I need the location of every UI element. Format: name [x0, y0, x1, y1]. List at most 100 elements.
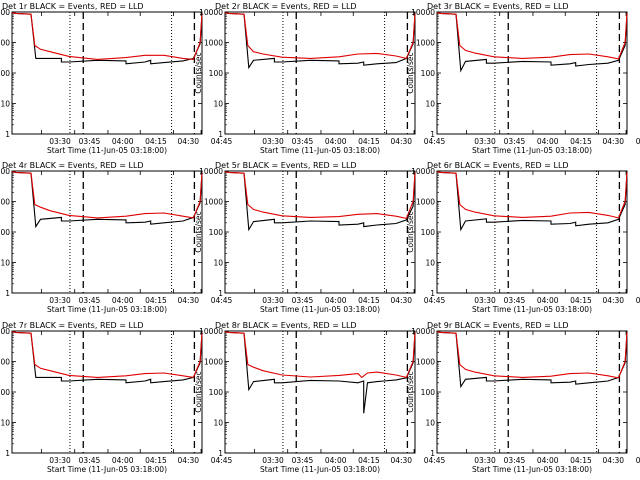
y-tick-label: 10 — [0, 259, 10, 268]
x-tick-label: 04:15 — [358, 296, 380, 305]
x-axis-label: Start Time (11-Jun-05 03:18:00) — [472, 305, 592, 314]
y-tick-label: 1000 — [204, 358, 223, 367]
y-axis-label: Counts/sec — [406, 52, 415, 93]
events-line — [436, 331, 628, 389]
x-tick-label: 04:45 — [211, 456, 233, 465]
plot-frame — [436, 170, 628, 294]
y-tick-label: 100 — [0, 228, 10, 237]
plot-frame — [436, 11, 628, 135]
x-tick-label: 03:30 — [474, 137, 496, 146]
y-tick-label: 100 — [209, 388, 224, 397]
panel-4: Det 4r BLACK = Events, RED = LLD 1 10 100 10… — [0, 161, 233, 314]
y-tick-label: 10000 — [199, 8, 223, 17]
x-tick-label: 04:45 — [636, 296, 640, 305]
y-tick-label: 1 — [5, 289, 10, 298]
lld-line — [224, 171, 416, 220]
y-tick-label: 10000 — [0, 327, 10, 336]
x-tick-label: 04:30 — [390, 296, 412, 305]
x-tick-label: 03:45 — [79, 137, 101, 146]
panel-9: Det 9r BLACK = Events, RED = LLD 1 10 100 10… — [406, 321, 640, 474]
y-tick-label: 10000 — [199, 167, 223, 176]
lld-line — [224, 12, 416, 60]
x-tick-label: 04:15 — [145, 137, 167, 146]
lld-line — [11, 171, 203, 219]
x-tick-label: 03:45 — [504, 296, 526, 305]
x-tick-label: 03:45 — [504, 137, 526, 146]
x-tick-label: 04:45 — [211, 137, 233, 146]
events-line — [436, 171, 628, 232]
x-tick-label: 03:30 — [49, 137, 71, 146]
y-axis-label: Counts/sec — [406, 371, 415, 412]
lld-line — [436, 331, 628, 379]
x-tick-label: 03:30 — [262, 137, 284, 146]
y-tick-label: 10 — [425, 419, 435, 428]
lld-line — [436, 12, 628, 60]
y-tick-label: 10000 — [199, 327, 223, 336]
x-tick-label: 03:45 — [292, 137, 314, 146]
x-tick-label: 03:45 — [79, 296, 101, 305]
plot-frame — [11, 330, 203, 454]
x-tick-label: 04:30 — [177, 137, 199, 146]
x-tick-label: 04:15 — [358, 456, 380, 465]
x-tick-label: 04:00 — [112, 137, 134, 146]
x-axis-label: Start Time (11-Jun-05 03:18:00) — [260, 305, 380, 314]
y-tick-label: 10 — [425, 100, 435, 109]
y-tick-label: 10 — [0, 419, 10, 428]
x-tick-label: 03:30 — [262, 456, 284, 465]
events-line — [11, 331, 203, 384]
x-tick-label: 04:45 — [424, 456, 446, 465]
x-tick-label: 04:15 — [145, 296, 167, 305]
y-tick-label: 100 — [421, 228, 436, 237]
lld-line — [436, 171, 628, 219]
events-line — [11, 12, 203, 65]
x-tick-label: 04:45 — [636, 137, 640, 146]
panel-6: Det 6r BLACK = Events, RED = LLD 1 10 100 10… — [406, 161, 640, 314]
y-tick-label: 1 — [218, 130, 223, 139]
lld-line — [11, 331, 203, 379]
x-tick-label: 03:30 — [49, 296, 71, 305]
x-tick-label: 04:45 — [424, 137, 446, 146]
y-axis-label: Counts/sec — [194, 52, 203, 93]
y-tick-label: 10000 — [411, 327, 435, 336]
x-tick-label: 04:15 — [570, 137, 592, 146]
x-tick-label: 04:15 — [570, 296, 592, 305]
y-tick-label: 100 — [421, 388, 436, 397]
x-tick-label: 04:45 — [211, 296, 233, 305]
x-tick-label: 04:00 — [537, 296, 559, 305]
y-tick-label: 1000 — [204, 198, 223, 207]
y-axis-label: Counts/sec — [194, 211, 203, 252]
y-tick-label: 1000 — [204, 39, 223, 48]
x-tick-label: 03:45 — [292, 296, 314, 305]
x-tick-label: 04:00 — [537, 137, 559, 146]
y-tick-label: 100 — [209, 228, 224, 237]
y-tick-label: 1 — [218, 449, 223, 458]
panel-1: Det 1r BLACK = Events, RED = LLD11010010… — [0, 2, 233, 155]
x-tick-label: 04:30 — [602, 296, 624, 305]
x-axis-label: Start Time (11-Jun-05 03:18:00) — [47, 305, 167, 314]
y-tick-label: 100 — [0, 388, 10, 397]
panel-title: Det 4r BLACK = Events, RED = LLD — [2, 161, 144, 170]
plot-frame — [224, 330, 416, 454]
x-axis-label: Start Time (11-Jun-05 03:18:00) — [47, 146, 167, 155]
x-tick-label: 04:30 — [177, 296, 199, 305]
panel-title: Det 6r BLACK = Events, RED = LLD — [427, 161, 569, 170]
plot-frame — [11, 11, 203, 135]
y-tick-label: 1000 — [0, 39, 10, 48]
x-tick-label: 03:45 — [79, 456, 101, 465]
y-tick-label: 10 — [213, 259, 223, 268]
panel-title: Det 1r BLACK = Events, RED = LLD — [2, 2, 144, 11]
x-tick-label: 04:00 — [112, 296, 134, 305]
x-tick-label: 04:15 — [145, 456, 167, 465]
plot-frame — [11, 170, 203, 294]
x-tick-label: 04:30 — [390, 137, 412, 146]
y-tick-label: 10 — [213, 100, 223, 109]
x-tick-label: 04:15 — [570, 456, 592, 465]
y-tick-label: 1 — [430, 289, 435, 298]
y-tick-label: 10000 — [411, 8, 435, 17]
y-tick-label: 1 — [5, 130, 10, 139]
x-tick-label: 04:30 — [602, 137, 624, 146]
events-line — [224, 171, 416, 232]
y-tick-label: 1000 — [0, 358, 10, 367]
x-tick-label: 04:30 — [177, 456, 199, 465]
panel-8: Det 8r BLACK = Events, RED = LLD11010010… — [194, 321, 446, 474]
